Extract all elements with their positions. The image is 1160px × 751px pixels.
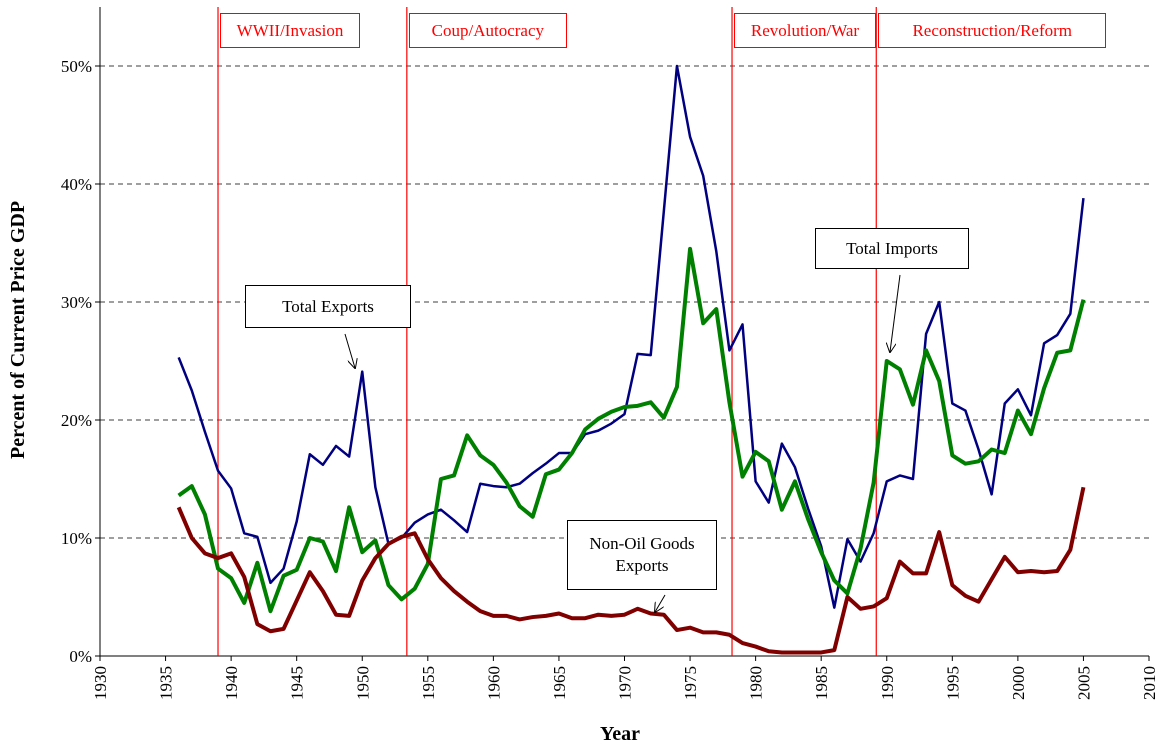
y-tick-label: 10% (61, 529, 92, 548)
x-tick-label: 1985 (812, 666, 831, 700)
y-tick-label: 0% (69, 647, 92, 666)
x-tick-label: 1930 (91, 666, 110, 700)
event-label: Revolution/War (734, 13, 877, 48)
x-tick-label: 1935 (157, 666, 176, 700)
annotation-arrow (655, 594, 666, 612)
x-tick-label: 1960 (484, 666, 503, 700)
series-annotation: Total Exports (245, 285, 411, 328)
x-tick-label: 1980 (747, 666, 766, 700)
series-annotation: Total Imports (815, 228, 969, 269)
x-tick-label: 1940 (222, 666, 241, 700)
x-tick-label: 1970 (616, 666, 635, 700)
annotation-arrow (344, 333, 355, 368)
series-annotation: Non-Oil Goods Exports (567, 520, 717, 590)
x-tick-label: 1950 (353, 666, 372, 700)
x-tick-label: 1965 (550, 666, 569, 700)
annotation-arrow (890, 274, 901, 352)
x-tick-label: 1975 (681, 666, 700, 700)
y-tick-label: 30% (61, 293, 92, 312)
y-tick-label: 40% (61, 175, 92, 194)
x-tick-label: 1955 (419, 666, 438, 700)
series-line (177, 64, 1085, 609)
x-tick-label: 1990 (878, 666, 897, 700)
y-tick-label: 20% (61, 411, 92, 430)
series-line (177, 246, 1086, 614)
series-line (176, 486, 1086, 655)
y-axis-label: Percent of Current Price GDP (7, 201, 29, 459)
x-tick-label: 1995 (943, 666, 962, 700)
x-tick-label: 2010 (1140, 666, 1159, 700)
event-label: Coup/Autocracy (408, 13, 567, 48)
x-axis-label: Year (600, 723, 640, 745)
event-label: WWII/Invasion (220, 13, 360, 48)
x-tick-label: 1945 (288, 666, 307, 700)
x-tick-label: 2000 (1009, 666, 1028, 700)
event-label: Reconstruction/Reform (878, 13, 1107, 48)
x-tick-label: 2005 (1074, 666, 1093, 700)
y-tick-label: 50% (61, 57, 92, 76)
